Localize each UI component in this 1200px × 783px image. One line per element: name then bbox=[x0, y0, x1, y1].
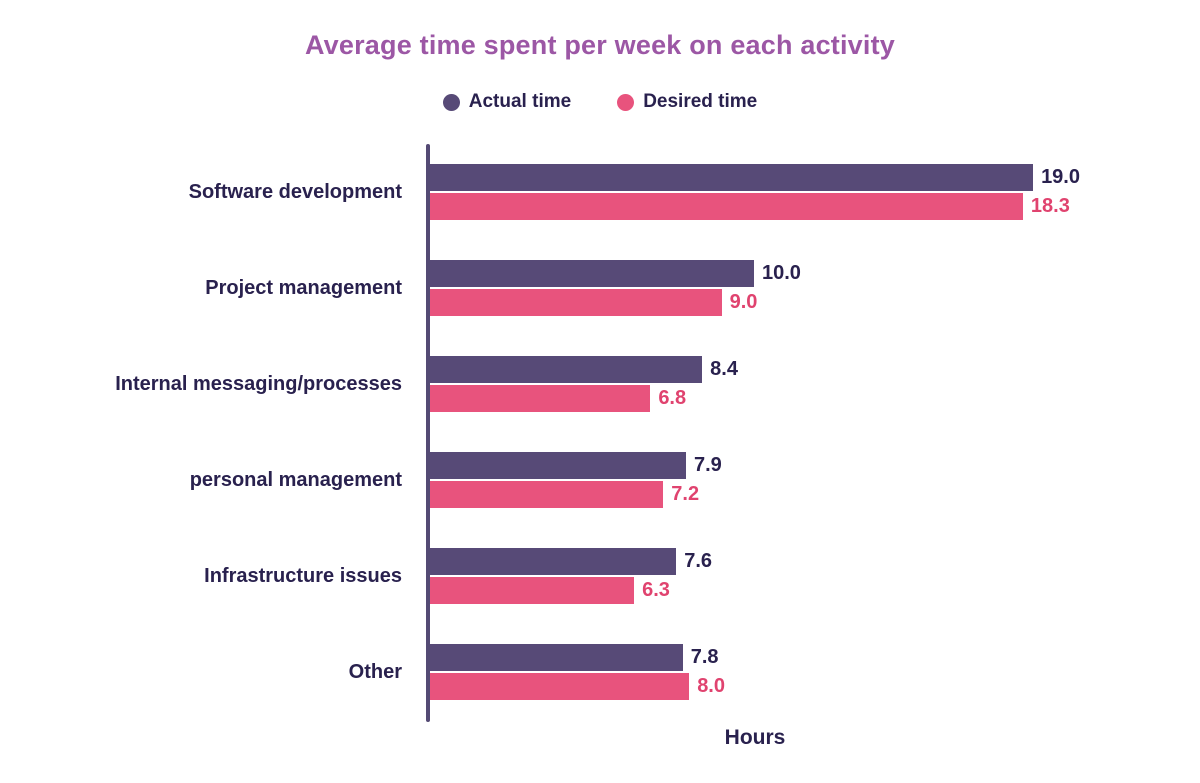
desired-bar bbox=[430, 385, 651, 412]
category-label: personal management bbox=[189, 468, 402, 491]
bars-column: 19.0 18.3 10.0 9.0 bbox=[430, 144, 1080, 722]
bar-group: 7.8 8.0 bbox=[430, 624, 1080, 720]
desired-bar bbox=[430, 193, 1023, 220]
desired-bar-row: 18.3 bbox=[430, 193, 1080, 220]
desired-bar-row: 7.2 bbox=[430, 481, 1080, 508]
actual-bar-value: 7.6 bbox=[684, 550, 713, 572]
actual-bar bbox=[430, 452, 686, 479]
desired-bar-value: 6.3 bbox=[642, 579, 670, 601]
x-axis-label: Hours bbox=[724, 726, 786, 749]
bar-group: 10.0 9.0 bbox=[430, 240, 1080, 336]
desired-bar-row: 8.0 bbox=[430, 673, 1080, 700]
bar-group: 7.6 6.3 bbox=[430, 528, 1080, 624]
actual-bar bbox=[430, 548, 677, 575]
actual-bar-row: 7.9 bbox=[430, 452, 1080, 479]
bar-group: 8.4 6.8 bbox=[430, 336, 1080, 432]
desired-bar-value: 6.8 bbox=[658, 387, 687, 409]
bar-group: 7.9 7.2 bbox=[430, 432, 1080, 528]
actual-bar bbox=[430, 164, 1034, 191]
chart-page: Average time spent per week on each acti… bbox=[0, 30, 1200, 783]
category-label: Internal messaging/processes bbox=[115, 372, 402, 395]
actual-bar-value: 19.0 bbox=[1041, 166, 1080, 188]
actual-bar-value: 7.9 bbox=[693, 454, 722, 476]
category-labels-column: Software development Project management … bbox=[0, 144, 426, 722]
desired-bar-row: 6.8 bbox=[430, 385, 1080, 412]
actual-bar-row: 7.8 bbox=[430, 644, 1080, 671]
desired-bar-value: 9.0 bbox=[729, 291, 758, 313]
desired-bar bbox=[430, 577, 635, 604]
actual-bar bbox=[430, 356, 703, 383]
legend-item-actual: Actual time bbox=[442, 91, 572, 113]
desired-bar-row: 6.3 bbox=[430, 577, 1080, 604]
desired-bar bbox=[430, 673, 690, 700]
bar-group: 19.0 18.3 bbox=[430, 144, 1080, 240]
category-label: Other bbox=[348, 660, 402, 683]
desired-bar bbox=[430, 289, 722, 316]
actual-series-dot-icon bbox=[442, 93, 460, 111]
actual-bar bbox=[430, 644, 683, 671]
actual-bar bbox=[430, 260, 754, 287]
desired-bar-row: 9.0 bbox=[430, 289, 1080, 316]
bar-chart: Software development Project management … bbox=[0, 144, 1200, 722]
chart-title: Average time spent per week on each acti… bbox=[304, 30, 896, 60]
legend-item-desired: Desired time bbox=[617, 91, 757, 113]
legend-label-desired: Desired time bbox=[643, 91, 758, 112]
category-label: Project management bbox=[205, 276, 402, 299]
desired-bar-value: 7.2 bbox=[671, 483, 700, 505]
desired-bar-value: 8.0 bbox=[697, 675, 725, 697]
desired-series-dot-icon bbox=[617, 93, 635, 111]
actual-bar-row: 7.6 bbox=[430, 548, 1080, 575]
actual-bar-value: 7.8 bbox=[690, 646, 719, 668]
actual-bar-row: 8.4 bbox=[430, 356, 1080, 383]
desired-bar bbox=[430, 481, 664, 508]
actual-bar-value: 10.0 bbox=[762, 262, 801, 284]
y-axis-line bbox=[426, 144, 430, 722]
desired-bar-value: 18.3 bbox=[1030, 195, 1070, 217]
category-label: Infrastructure issues bbox=[204, 564, 402, 587]
category-label: Software development bbox=[188, 180, 402, 203]
legend-label-actual: Actual time bbox=[468, 91, 572, 112]
actual-bar-value: 8.4 bbox=[710, 358, 738, 380]
actual-bar-row: 19.0 bbox=[430, 164, 1080, 191]
legend: Actual time Desired time bbox=[0, 91, 1200, 113]
actual-bar-row: 10.0 bbox=[430, 260, 1080, 287]
